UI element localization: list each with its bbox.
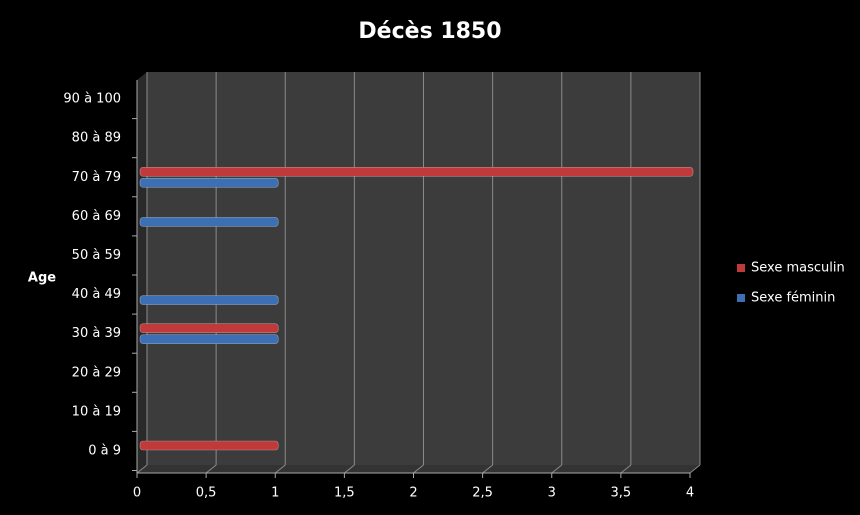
- bar: [139, 323, 279, 334]
- legend-swatch: [737, 294, 745, 302]
- floor-grid-line: [689, 464, 701, 474]
- x-tick-label: 3: [548, 486, 556, 501]
- legend-label: Sexe féminin: [751, 291, 835, 306]
- x-tick-label: 2: [409, 486, 417, 501]
- floor-grid-line: [620, 464, 632, 474]
- bar: [139, 178, 279, 188]
- x-tick-label: 1: [271, 486, 279, 501]
- x-tick-label: 2,5: [472, 486, 493, 501]
- y-tick-label: 50 à 59: [72, 248, 121, 263]
- bar: [139, 167, 694, 177]
- y-tick-label: 30 à 39: [72, 326, 121, 341]
- bar: [139, 295, 279, 305]
- x-tick-label: 0,5: [196, 486, 217, 501]
- y-tick-label: 20 à 29: [72, 365, 121, 380]
- x-tick-label: 0: [133, 486, 141, 501]
- y-tick-label: 70 à 79: [72, 170, 121, 185]
- x-tick-label: 4: [686, 486, 694, 501]
- floor-grid-line: [274, 464, 286, 474]
- y-tick-label: 80 à 89: [72, 131, 121, 146]
- legend-swatch: [737, 264, 745, 272]
- bar: [139, 334, 279, 345]
- floor-grid-line: [413, 464, 424, 474]
- y-tick-label: 0 à 9: [88, 444, 121, 459]
- y-tick-label: 40 à 49: [72, 287, 121, 302]
- y-tick-label: 90 à 100: [63, 92, 121, 107]
- bar: [139, 440, 279, 451]
- floor-grid-line: [205, 464, 217, 474]
- chart-title: Décès 1850: [358, 19, 501, 44]
- floor-grid-line: [136, 464, 148, 474]
- x-tick-label: 1,5: [334, 486, 355, 501]
- legend-label: Sexe masculin: [751, 261, 845, 276]
- y-tick-label: 10 à 19: [72, 404, 121, 419]
- y-tick-label: 60 à 69: [72, 209, 121, 224]
- bar: [139, 217, 279, 227]
- y-axis-label: Age: [28, 271, 56, 286]
- side-wall: [137, 72, 147, 473]
- x-tick-label: 3,5: [611, 486, 632, 501]
- floor-grid-line: [344, 464, 355, 474]
- floor-grid-line: [551, 464, 563, 474]
- floor-grid-line: [482, 464, 493, 474]
